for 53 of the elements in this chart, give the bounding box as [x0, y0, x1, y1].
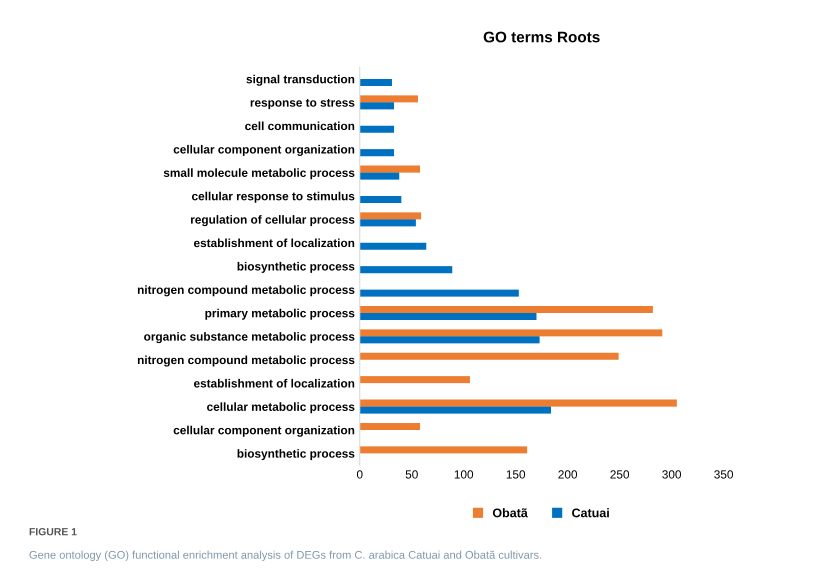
y-tick-label: response to stress	[250, 98, 354, 110]
caption: FIGURE 1	[30, 528, 77, 536]
y-tick-label: cellular component organization	[174, 144, 354, 156]
y-tick-label: regulation of cellular process	[191, 215, 354, 226]
x-tick-label: 200	[558, 470, 578, 479]
bar	[360, 172, 400, 180]
y-tick-label: cellular metabolic process	[207, 402, 354, 414]
text: Gene ontology (GO) functional enrichment analysis of DEGs from C. arabica Catuai and Obatã cultivars.	[30, 550, 542, 561]
bar	[360, 196, 402, 203]
chart-title: GO terms Roots	[484, 32, 600, 42]
bar	[360, 102, 394, 110]
bar	[360, 78, 392, 86]
legend-label: Catuai	[572, 508, 609, 518]
y-tick-label: establishment of localization	[194, 238, 354, 248]
y-tick-label: establishment of localization	[194, 378, 354, 388]
y-tick-label: biosynthetic process	[238, 262, 354, 273]
bar	[360, 406, 552, 414]
y-tick-label: organic substance metabolic process	[144, 332, 354, 344]
x-tick-label: 300	[662, 470, 682, 479]
y-tick-label: nitrogen compound metabolic process	[138, 355, 354, 367]
bar	[360, 329, 662, 336]
y-tick-label: nitrogen compound metabolic process	[138, 285, 354, 296]
x-tick-label: 0	[356, 470, 363, 479]
y-tick-label: cellular component organization	[174, 426, 354, 437]
bar	[360, 306, 653, 313]
bar	[360, 446, 528, 454]
y-tick-label: biosynthetic process	[238, 449, 354, 460]
x-tick-label: 100	[454, 470, 474, 479]
x-tick-label: 350	[714, 470, 734, 479]
bar	[360, 219, 416, 226]
x-tick-label: 150	[506, 470, 526, 479]
y-tick-label: primary metabolic process	[205, 308, 354, 320]
bar	[360, 166, 420, 173]
bar	[360, 290, 519, 297]
bar	[360, 352, 619, 360]
bar	[360, 95, 418, 102]
y-tick-label: cellular response to stimulus	[192, 192, 354, 203]
bar	[360, 242, 426, 250]
bar	[360, 149, 394, 156]
bar	[360, 212, 422, 220]
bar	[360, 422, 420, 430]
y-tick-label: small molecule metabolic process	[164, 168, 354, 180]
y-tick-label: cell communication	[245, 121, 354, 130]
y-tick-label: signal transduction	[246, 74, 354, 86]
legend-label: Obatã	[492, 508, 528, 518]
bar	[360, 126, 394, 133]
bar	[360, 266, 452, 274]
x-tick-label: 50	[406, 470, 418, 479]
bar	[360, 376, 470, 384]
bar	[360, 336, 540, 344]
x-tick-label: 250	[610, 470, 630, 479]
bar	[360, 400, 677, 407]
bar	[360, 312, 536, 320]
